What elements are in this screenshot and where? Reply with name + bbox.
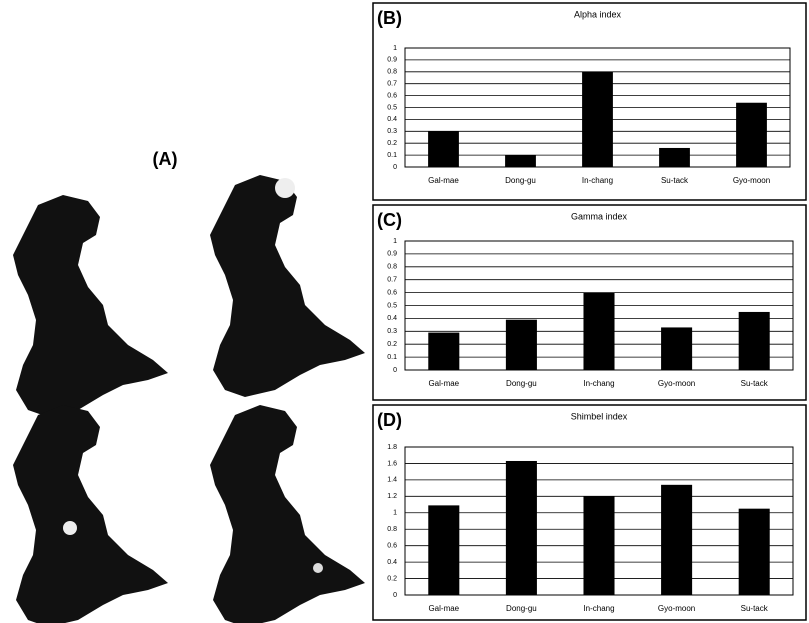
bar [739, 312, 770, 370]
bar [428, 505, 459, 595]
y-tick-label: 0.3 [387, 128, 397, 135]
bar [506, 320, 537, 370]
y-tick-label: 1.6 [387, 460, 397, 467]
map-highlight [275, 178, 295, 198]
y-tick-label: 0.1 [387, 152, 397, 159]
panel-label: (B) [377, 8, 402, 28]
bar [583, 496, 614, 595]
y-tick-label: 0.1 [387, 354, 397, 361]
x-tick-label: Gyo-moon [658, 379, 695, 388]
x-tick-label: Gyo-moon [733, 176, 770, 185]
bar [506, 461, 537, 595]
map [210, 405, 365, 623]
x-tick-label: Su-tack [741, 604, 769, 613]
bar [659, 148, 690, 167]
map [13, 405, 168, 623]
x-tick-label: Gyo-moon [658, 604, 695, 613]
figure: (A) (B) Alpha index 0 0.1 0.2 0.3 0.4 0.5 0.6 0.7… [0, 0, 809, 623]
x-tick-label: Gal-mae [428, 604, 459, 613]
y-tick-label: 0.2 [387, 341, 397, 348]
y-tick-label: 0.5 [387, 104, 397, 111]
y-tick-label: 1 [393, 238, 397, 245]
y-tick-label: 0.4 [387, 315, 397, 322]
y-tick-label: 0.4 [387, 559, 397, 566]
x-tick-label: Su-tack [741, 379, 769, 388]
bar [428, 131, 459, 167]
x-tick-label: Gal-mae [428, 176, 459, 185]
chart-title: Shimbel index [571, 411, 628, 421]
y-tick-label: 0.4 [387, 116, 397, 123]
chart-title: Alpha index [574, 9, 622, 19]
map-highlight [63, 521, 77, 535]
y-tick-label: 0.8 [387, 526, 397, 533]
y-tick-label: 1.4 [387, 477, 397, 484]
map [210, 175, 365, 397]
map [13, 195, 168, 417]
bar [505, 155, 536, 167]
y-tick-label: 0.2 [387, 140, 397, 147]
y-tick-label: 0 [393, 164, 397, 171]
bar [736, 103, 767, 167]
x-tick-label: Dong-gu [505, 176, 536, 185]
y-tick-label: 0 [393, 592, 397, 599]
y-tick-label: 0.8 [387, 264, 397, 271]
x-tick-label: In-chang [583, 604, 614, 613]
bar [739, 509, 770, 595]
y-tick-label: 1.8 [387, 444, 397, 451]
chart-title: Gamma index [571, 211, 628, 221]
y-tick-label: 0 [393, 367, 397, 374]
y-tick-label: 0.8 [387, 69, 397, 76]
bar [661, 485, 692, 595]
panel-label: (D) [377, 410, 402, 430]
bar [582, 72, 613, 167]
y-tick-label: 0.3 [387, 328, 397, 335]
bar [583, 293, 614, 370]
x-tick-label: Gal-mae [428, 379, 459, 388]
bar [661, 327, 692, 370]
map-highlight [313, 563, 323, 573]
y-tick-label: 0.7 [387, 277, 397, 284]
x-tick-label: Su-tack [661, 176, 689, 185]
y-tick-label: 0.9 [387, 251, 397, 258]
y-tick-label: 1 [393, 45, 397, 52]
x-tick-label: Dong-gu [506, 379, 537, 388]
y-tick-label: 0.6 [387, 289, 397, 296]
y-tick-label: 0.9 [387, 57, 397, 64]
panel-label: (C) [377, 210, 402, 230]
panel-label: (A) [153, 149, 178, 169]
x-tick-label: In-chang [582, 176, 613, 185]
y-tick-label: 0.6 [387, 92, 397, 99]
y-tick-label: 1.2 [387, 493, 397, 500]
y-tick-label: 0.7 [387, 81, 397, 88]
bar [428, 333, 459, 370]
y-tick-label: 0.5 [387, 302, 397, 309]
x-tick-label: In-chang [583, 379, 614, 388]
y-tick-label: 0.6 [387, 543, 397, 550]
y-tick-label: 1 [393, 510, 397, 517]
y-tick-label: 0.2 [387, 575, 397, 582]
x-tick-label: Dong-gu [506, 604, 537, 613]
